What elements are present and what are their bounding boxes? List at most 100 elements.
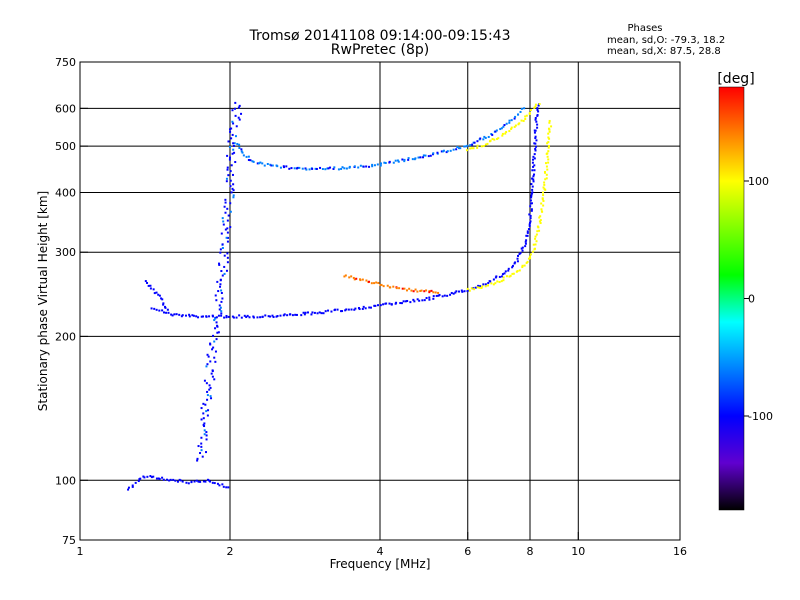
- echo-point: [216, 280, 219, 283]
- echo-point: [479, 137, 482, 140]
- echo-point: [174, 479, 177, 482]
- echo-point: [516, 260, 519, 263]
- echo-point: [257, 162, 260, 165]
- echo-point: [353, 308, 356, 311]
- echo-point: [362, 165, 365, 168]
- echo-point: [404, 300, 407, 303]
- echo-point: [214, 360, 217, 363]
- echo-point: [533, 247, 536, 250]
- echo-point: [226, 231, 229, 234]
- echo-point: [484, 285, 487, 288]
- echo-point: [546, 142, 549, 145]
- echo-point: [236, 142, 239, 145]
- echo-point: [548, 137, 551, 140]
- echo-point: [508, 121, 511, 124]
- echo-point: [423, 290, 426, 293]
- echo-point: [428, 290, 431, 293]
- echo-point: [345, 167, 348, 170]
- echo-point: [324, 310, 327, 313]
- echo-point: [219, 306, 222, 309]
- echo-point: [523, 107, 526, 110]
- echo-point: [533, 142, 536, 145]
- echo-point: [334, 308, 337, 311]
- echo-point: [479, 285, 482, 288]
- x-axis-label: Frequency [MHz]: [330, 557, 431, 571]
- echo-point: [476, 144, 479, 147]
- echo-point: [240, 316, 243, 319]
- colorbar: [718, 86, 745, 511]
- echo-point: [397, 160, 400, 163]
- echo-point: [371, 165, 374, 168]
- echo-point: [524, 117, 527, 120]
- echo-point: [442, 149, 445, 152]
- echo-point: [541, 197, 544, 200]
- echo-point: [283, 166, 286, 169]
- echo-point: [525, 239, 528, 242]
- echo-point: [266, 163, 269, 166]
- echo-point: [482, 145, 485, 148]
- echo-point: [166, 308, 169, 311]
- echo-point: [493, 138, 496, 141]
- echo-point: [469, 144, 472, 147]
- echo-point: [209, 342, 212, 345]
- echo-point: [529, 217, 532, 220]
- echo-point: [231, 109, 234, 112]
- echo-point: [518, 253, 521, 256]
- echo-point: [238, 146, 241, 149]
- echo-point: [234, 161, 237, 164]
- echo-point: [373, 304, 376, 307]
- echo-point: [547, 132, 550, 135]
- echo-point: [241, 151, 244, 154]
- echo-point: [370, 282, 373, 285]
- echo-point: [543, 170, 546, 173]
- echo-point: [220, 300, 223, 303]
- echo-point: [157, 477, 160, 480]
- echo-point: [484, 283, 487, 286]
- echo-point: [401, 287, 404, 290]
- y-tick-label: 750: [55, 56, 76, 69]
- echo-point: [213, 482, 216, 485]
- echo-point: [525, 261, 528, 264]
- echo-point: [536, 114, 539, 117]
- echo-point: [547, 150, 550, 153]
- echo-point: [468, 289, 471, 292]
- colorbar-label: [deg]: [717, 71, 754, 87]
- echo-point: [502, 276, 505, 279]
- echo-point: [187, 482, 190, 485]
- echo-point: [362, 305, 365, 308]
- echo-point: [458, 290, 461, 293]
- echo-point: [402, 300, 405, 303]
- echo-point: [223, 254, 226, 257]
- echo-point: [486, 284, 489, 287]
- echo-point: [220, 292, 223, 295]
- echo-point: [466, 149, 469, 152]
- echo-point: [542, 204, 545, 207]
- echo-point: [476, 286, 479, 289]
- echo-point: [304, 167, 307, 170]
- echo-point: [220, 270, 223, 273]
- echo-point: [484, 136, 487, 139]
- echo-point: [203, 422, 206, 425]
- echo-point: [150, 307, 153, 310]
- echo-point: [234, 135, 237, 138]
- echo-point: [203, 425, 206, 428]
- echo-point: [228, 128, 231, 131]
- echo-point: [235, 125, 238, 128]
- echo-point: [361, 278, 364, 281]
- echo-point: [228, 156, 231, 159]
- echo-point: [137, 480, 140, 483]
- echo-point: [416, 298, 419, 301]
- echo-point: [407, 157, 410, 160]
- echo-point: [311, 167, 314, 170]
- echo-point: [454, 291, 457, 294]
- echo-point: [530, 183, 533, 186]
- echo-point: [535, 145, 538, 148]
- echo-point: [240, 112, 243, 115]
- echo-point: [224, 201, 227, 204]
- echo-point: [172, 478, 175, 481]
- echo-point: [412, 290, 415, 293]
- echo-point: [243, 314, 246, 317]
- echo-point: [536, 108, 539, 111]
- echo-point: [176, 480, 179, 483]
- echo-point: [234, 114, 237, 117]
